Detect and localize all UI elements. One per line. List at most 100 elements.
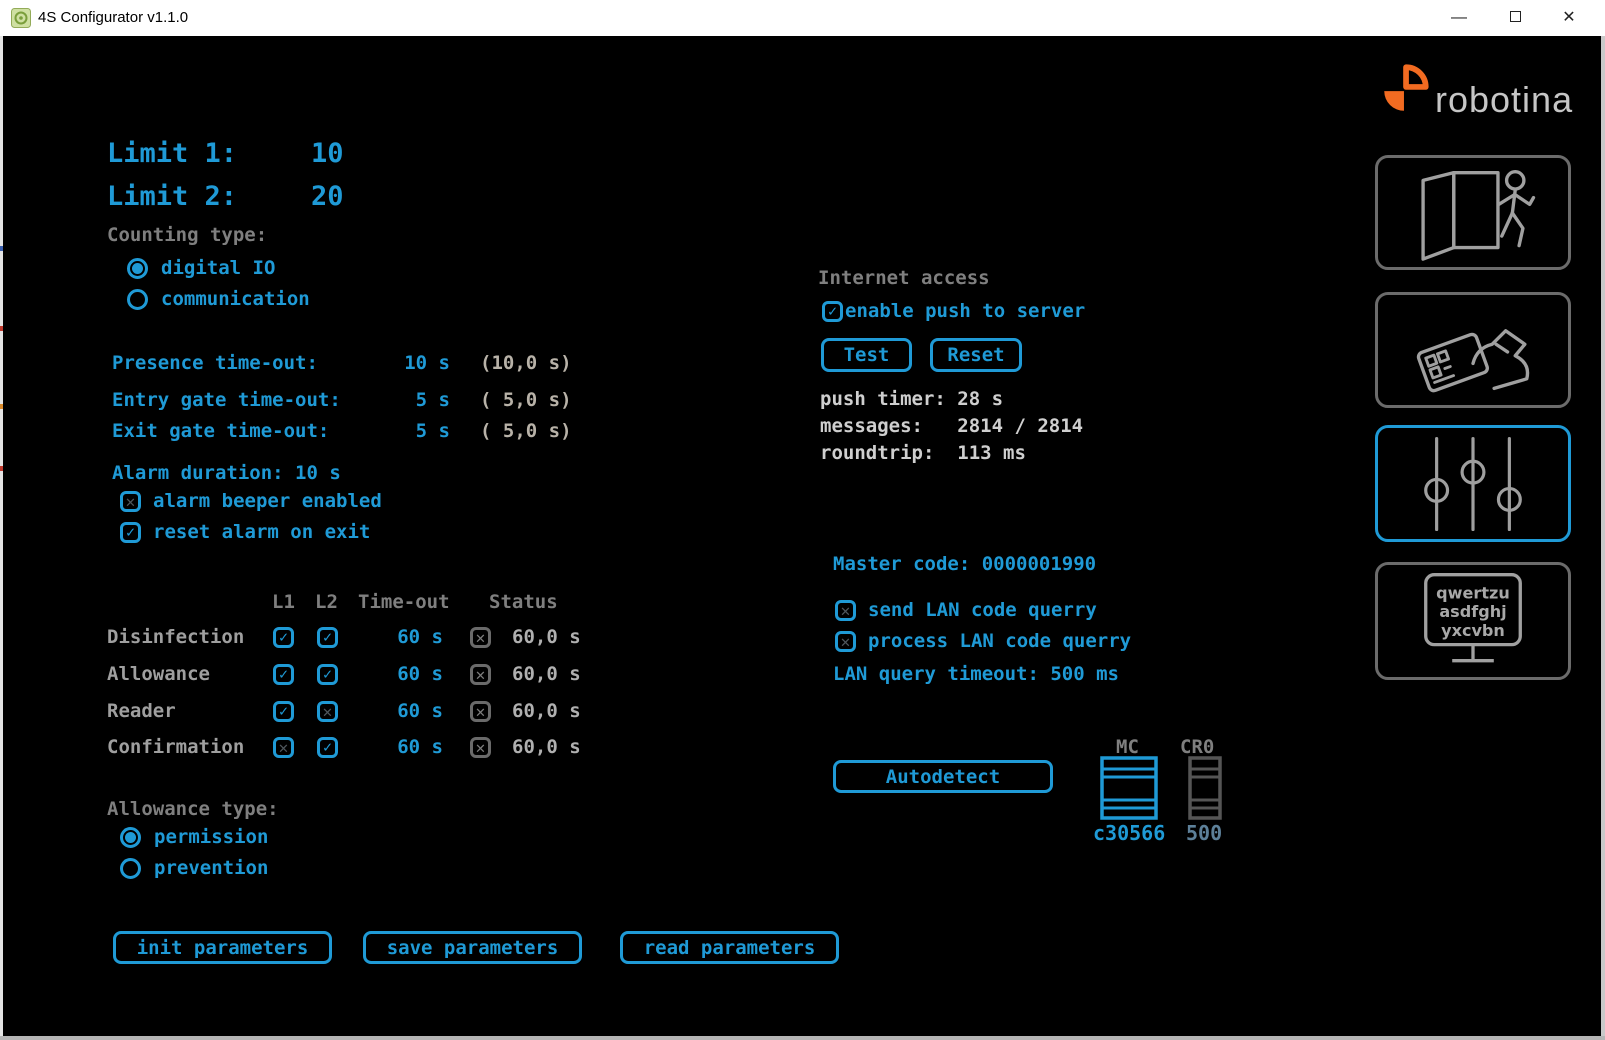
checkbox-icon: ✓ bbox=[120, 521, 141, 543]
presence-timeout-row: Presence time-out: 10 s (10,0 s) bbox=[112, 352, 572, 374]
keyboard-line-3: yxcvbn bbox=[1441, 621, 1505, 640]
l1-checkbox[interactable]: ✓ bbox=[273, 663, 294, 685]
limit1-value: 10 bbox=[311, 138, 344, 169]
alarm-duration-label: Alarm duration: 10 s bbox=[112, 462, 341, 484]
radio-label: digital IO bbox=[161, 257, 276, 279]
mc-device-label: MC bbox=[1116, 736, 1139, 758]
radio-icon bbox=[120, 857, 141, 879]
reset-alarm-checkbox[interactable]: ✓ reset alarm on exit bbox=[120, 521, 370, 543]
save-parameters-button[interactable]: save parameters bbox=[363, 931, 582, 964]
entry-gate-timeout-alt: ( 5,0 s) bbox=[480, 389, 572, 411]
presence-timeout-label: Presence time-out: bbox=[112, 352, 318, 374]
table-header-status: Status bbox=[489, 591, 558, 613]
keyboard-line-2: asdfghj bbox=[1439, 602, 1506, 621]
enable-push-checkbox[interactable]: ✓ enable push to server bbox=[822, 300, 1085, 322]
timeout-value: 60 s bbox=[397, 626, 443, 648]
init-parameters-button[interactable]: init parameters bbox=[113, 931, 332, 964]
mc-module-icon bbox=[1100, 756, 1158, 820]
alarm-beeper-checkbox[interactable]: ✕ alarm beeper enabled bbox=[120, 490, 382, 512]
process-lan-query-checkbox[interactable]: ✕ process LAN code querry bbox=[835, 630, 1131, 652]
radio-prevention[interactable]: prevention bbox=[120, 857, 268, 879]
limit2-label: Limit 2: bbox=[107, 181, 238, 212]
row-label: Allowance bbox=[107, 663, 210, 685]
edge-speck bbox=[0, 246, 3, 251]
maximize-button[interactable] bbox=[1487, 0, 1543, 36]
checkbox-label: reset alarm on exit bbox=[153, 521, 371, 543]
cr0-device-label: CR0 bbox=[1180, 736, 1215, 758]
l2-checkbox[interactable]: ✕ bbox=[317, 700, 338, 722]
window-title: 4S Configurator v1.1.0 bbox=[38, 9, 189, 26]
l2-checkbox[interactable]: ✓ bbox=[317, 736, 338, 758]
robotina-logo-text: robotina bbox=[1435, 79, 1574, 120]
entry-gate-timeout-row: Entry gate time-out: 5 s ( 5,0 s) bbox=[112, 389, 572, 411]
exit-gate-timeout-value: 5 s bbox=[415, 420, 450, 442]
read-parameters-button[interactable]: read parameters bbox=[620, 931, 839, 964]
edge-speck bbox=[0, 404, 3, 409]
sidebar-button-parameters[interactable] bbox=[1375, 425, 1571, 542]
keyboard-line-1: qwertzu bbox=[1436, 583, 1510, 602]
status-value: 60,0 s bbox=[512, 663, 581, 685]
close-button[interactable]: ✕ bbox=[1562, 9, 1576, 26]
allowance-type-label: Allowance type: bbox=[107, 798, 279, 820]
table-row-allowance: Allowance ✓ ✓ 60 s ✕ 60,0 s bbox=[107, 661, 581, 687]
l1-checkbox[interactable]: ✓ bbox=[273, 626, 294, 648]
timeout-value: 60 s bbox=[397, 700, 443, 722]
timeout-value: 60 s bbox=[397, 663, 443, 685]
counting-type-label: Counting type: bbox=[107, 224, 268, 246]
l2-checkbox[interactable]: ✓ bbox=[317, 626, 338, 648]
push-timer-stat: push timer: 28 s bbox=[820, 388, 1004, 410]
radio-communication[interactable]: communication bbox=[127, 288, 310, 310]
sidebar-button-gate[interactable] bbox=[1375, 155, 1571, 270]
reset-button[interactable]: Reset bbox=[930, 338, 1022, 372]
exit-gate-timeout-alt: ( 5,0 s) bbox=[480, 420, 572, 442]
presence-timeout-value: 10 s bbox=[404, 352, 450, 374]
door-person-icon bbox=[1421, 169, 1536, 261]
radio-label: prevention bbox=[154, 857, 269, 879]
status-checkbox: ✕ bbox=[470, 700, 491, 722]
minimize-button[interactable]: — bbox=[1451, 9, 1467, 26]
sidebar-button-keyboard[interactable]: qwertzu asdfghj yxcvbn bbox=[1375, 562, 1571, 680]
l1-checkbox[interactable]: ✕ bbox=[273, 736, 294, 758]
checkbox-label: enable push to server bbox=[845, 300, 1086, 322]
exit-gate-timeout-row: Exit gate time-out: 5 s ( 5,0 s) bbox=[112, 420, 572, 442]
entry-gate-timeout-label: Entry gate time-out: bbox=[112, 389, 341, 411]
radio-icon bbox=[120, 826, 141, 848]
edge-speck bbox=[0, 326, 3, 331]
titlebar: 4S Configurator v1.1.0 — ✕ bbox=[0, 0, 1605, 36]
status-checkbox: ✕ bbox=[470, 736, 491, 758]
l2-checkbox[interactable]: ✓ bbox=[317, 663, 338, 685]
internet-access-title: Internet access bbox=[818, 267, 990, 289]
messages-stat: messages: 2814 / 2814 bbox=[820, 415, 1084, 437]
presence-timeout-alt: (10,0 s) bbox=[480, 352, 572, 374]
entry-gate-timeout-value: 5 s bbox=[415, 389, 450, 411]
checkbox-label: alarm beeper enabled bbox=[153, 490, 382, 512]
status-checkbox: ✕ bbox=[470, 663, 491, 685]
radio-permission[interactable]: permission bbox=[120, 826, 268, 848]
table-header-timeout: Time-out bbox=[358, 591, 450, 613]
keyboard-monitor-icon: qwertzu asdfghj yxcvbn bbox=[1424, 573, 1522, 663]
lan-query-timeout-line: LAN query timeout: 500 ms bbox=[833, 663, 1119, 685]
card-hand-icon bbox=[1416, 329, 1530, 393]
radio-label: communication bbox=[161, 288, 310, 310]
table-header-l1: L1 bbox=[272, 591, 295, 613]
send-lan-query-checkbox[interactable]: ✕ send LAN code querry bbox=[835, 599, 1097, 621]
test-button[interactable]: Test bbox=[821, 338, 912, 372]
robotina-logo: robotina bbox=[1377, 60, 1573, 118]
left-edge-strip bbox=[0, 36, 3, 1040]
checkbox-icon: ✓ bbox=[822, 300, 843, 322]
edge-speck bbox=[0, 466, 3, 471]
row-label: Disinfection bbox=[107, 626, 245, 648]
sliders-icon bbox=[1424, 436, 1522, 531]
sidebar-button-card-reader[interactable] bbox=[1375, 292, 1571, 408]
checkbox-icon: ✕ bbox=[835, 599, 856, 621]
table-row-reader: Reader ✓ ✕ 60 s ✕ 60,0 s bbox=[107, 698, 581, 724]
mc-device-code: c30566 bbox=[1093, 821, 1166, 845]
bottom-edge-strip bbox=[0, 1036, 1605, 1040]
l1-checkbox[interactable]: ✓ bbox=[273, 700, 294, 722]
autodetect-button[interactable]: Autodetect bbox=[833, 760, 1053, 793]
checkbox-icon: ✕ bbox=[120, 490, 141, 512]
checkbox-label: send LAN code querry bbox=[868, 599, 1097, 621]
radio-digital-io[interactable]: digital IO bbox=[127, 257, 275, 279]
limit2-value: 20 bbox=[311, 181, 344, 212]
